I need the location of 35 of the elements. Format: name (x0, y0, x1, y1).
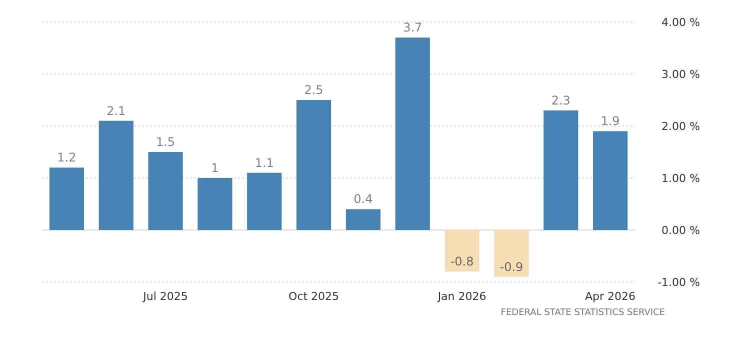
bar (148, 152, 183, 230)
data-label: 2.5 (304, 83, 324, 97)
bar (395, 38, 430, 230)
data-label: 0.4 (354, 192, 373, 206)
text: FEDERAL STATE STATISTICS SERVICE (500, 308, 666, 318)
y-tick-label: 1.00 % (662, 172, 700, 185)
bar (346, 209, 381, 230)
bar (49, 168, 84, 230)
y-tick-label: 2.00 % (662, 120, 700, 133)
data-label: 2.3 (551, 93, 570, 108)
y-tick-label: 0.00 % (662, 224, 700, 237)
bar (296, 100, 332, 230)
bar (198, 178, 232, 230)
bar (494, 230, 529, 277)
data-label: 1 (211, 161, 219, 175)
data-label: -0.9 (500, 260, 524, 274)
bar (247, 172, 282, 230)
bar (544, 110, 578, 230)
data-label: 3.7 (403, 20, 422, 35)
x-tick-label: Jul 2025 (142, 290, 188, 303)
x-tick-label: Jan 2026 (436, 290, 486, 303)
y-tick-label: 3.00 % (662, 68, 700, 81)
bar (98, 120, 134, 230)
x-tick-label: Apr 2026 (585, 290, 636, 303)
data-label: 1.9 (600, 114, 620, 128)
data-label: -0.8 (450, 254, 474, 269)
data-label: 2.1 (106, 104, 126, 118)
x-tick-label: Oct 2025 (288, 290, 340, 303)
data-label: 1.5 (156, 135, 176, 149)
y-tick-label: 4.00 % (662, 16, 700, 29)
data-label: 1.1 (254, 156, 274, 170)
data-label: 1.2 (57, 150, 76, 165)
bar (592, 131, 628, 230)
bar (444, 230, 480, 272)
y-tick-label: -1.00 % (658, 276, 700, 289)
